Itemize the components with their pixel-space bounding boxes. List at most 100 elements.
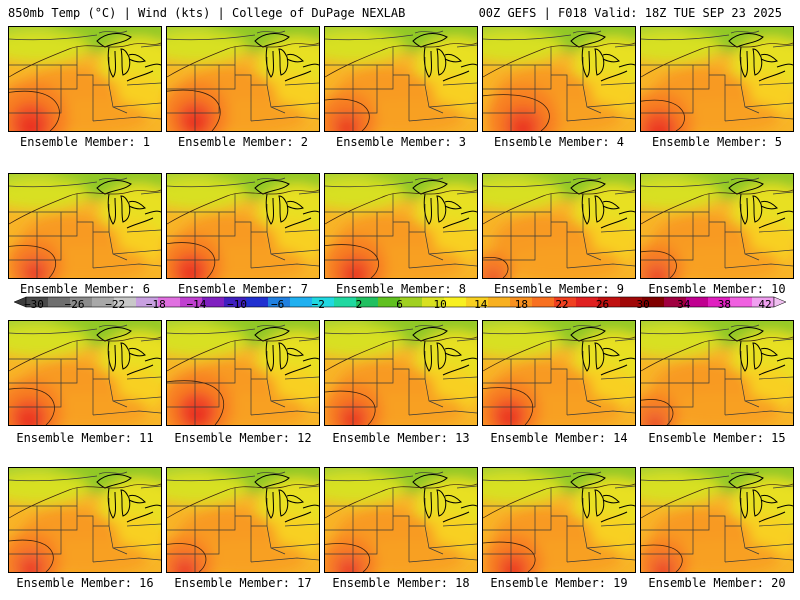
colorbar-tick-label: 10 [433, 298, 447, 311]
colorbar-swatch [532, 297, 555, 307]
colorbar-swatch [356, 297, 379, 307]
ensemble-member-caption: Ensemble Member: 16 [16, 576, 154, 590]
colorbar-swatch [92, 297, 115, 307]
colorbar-swatch [576, 297, 599, 307]
ensemble-member-caption: Ensemble Member: 2 [177, 135, 309, 149]
temperature-map [9, 27, 161, 131]
ensemble-member-caption: Ensemble Member: 5 [651, 135, 783, 149]
temperature-map [167, 468, 319, 572]
colorbar-tick-label: 42 [758, 298, 772, 311]
colorbar-swatch [444, 297, 467, 307]
ensemble-map-panel [8, 173, 162, 279]
temperature-map [325, 27, 477, 131]
temperature-map [9, 174, 161, 278]
header-title: 850mb Temp (°C) | Wind (kts) | College o… [8, 6, 406, 20]
temperature-map [167, 321, 319, 425]
colorbar-tick-label: −2 [311, 298, 325, 311]
temperature-map [483, 321, 635, 425]
ensemble-map-panel [8, 26, 162, 132]
colorbar-swatch [224, 297, 247, 307]
colorbar-tick-label: 38 [717, 298, 731, 311]
ensemble-map-panel [482, 467, 636, 573]
colorbar-swatch [620, 297, 643, 307]
ensemble-map-panel [324, 467, 478, 573]
ensemble-member-caption: Ensemble Member: 19 [490, 576, 628, 590]
colorbar-right-arrow [773, 296, 786, 308]
colorbar-swatch [598, 297, 621, 307]
ensemble-map-panel [482, 26, 636, 132]
ensemble-member-caption: Ensemble Member: 7 [177, 282, 309, 296]
colorbar-tick-label: −18 [145, 298, 166, 311]
ensemble-member-caption: Ensemble Member: 6 [19, 282, 151, 296]
ensemble-map-panel [166, 26, 320, 132]
colorbar-swatch [488, 297, 511, 307]
colorbar-swatch [158, 297, 181, 307]
ensemble-member-caption: Ensemble Member: 10 [648, 282, 786, 296]
colorbar-tick-label: −6 [271, 298, 285, 311]
colorbar-swatch [752, 297, 775, 307]
ensemble-member-caption: Ensemble Member: 18 [332, 576, 470, 590]
ensemble-map-panel [640, 173, 794, 279]
ensemble-map-panel [640, 467, 794, 573]
temperature-map [483, 174, 635, 278]
colorbar-swatch [466, 297, 489, 307]
colorbar-tick-label: −22 [105, 298, 126, 311]
temperature-map [641, 27, 793, 131]
colorbar-tick-label: −30 [24, 298, 44, 311]
temperature-map [483, 468, 635, 572]
ensemble-member-caption: Ensemble Member: 15 [648, 431, 786, 445]
temperature-map [9, 321, 161, 425]
ensemble-map-panel [324, 320, 478, 426]
ensemble-map-panel [324, 173, 478, 279]
ensemble-member-caption: Ensemble Member: 11 [16, 431, 154, 445]
colorbar-swatch [70, 297, 93, 307]
colorbar-swatch [48, 297, 71, 307]
colorbar-swatch [312, 297, 335, 307]
ensemble-map-panel [482, 320, 636, 426]
ensemble-map-panel [166, 173, 320, 279]
colorbar-tick-label: 2 [355, 298, 363, 311]
colorbar-tick-label: 6 [396, 298, 403, 311]
ensemble-map-panel [324, 26, 478, 132]
colorbar-tick-label: 30 [636, 298, 650, 311]
ensemble-member-caption: Ensemble Member: 20 [648, 576, 786, 590]
colorbar-swatch [136, 297, 159, 307]
colorbar-swatch [378, 297, 401, 307]
colorbar-swatch [400, 297, 423, 307]
colorbar-swatch [268, 297, 291, 307]
ensemble-member-caption: Ensemble Member: 4 [493, 135, 625, 149]
colorbar-tick-label: −10 [227, 298, 247, 311]
colorbar-swatch [26, 297, 49, 307]
temperature-map [325, 321, 477, 425]
ensemble-map-panel [8, 320, 162, 426]
ensemble-member-caption: Ensemble Member: 13 [332, 431, 470, 445]
colorbar-tick-label: −26 [64, 298, 85, 311]
colorbar-swatch [290, 297, 313, 307]
ensemble-map-panel [640, 320, 794, 426]
ensemble-map-panel [8, 467, 162, 573]
ensemble-map-panel [166, 467, 320, 573]
temperature-map [167, 27, 319, 131]
header-run-info: 00Z GEFS | F018 Valid: 18Z TUE SEP 23 20… [478, 6, 782, 20]
colorbar-swatch [708, 297, 731, 307]
colorbar-swatch [510, 297, 533, 307]
colorbar-swatch [180, 297, 203, 307]
ensemble-member-caption: Ensemble Member: 1 [19, 135, 151, 149]
colorbar-swatch [114, 297, 137, 307]
temperature-map [483, 27, 635, 131]
temperature-map [167, 174, 319, 278]
colorbar-swatch [246, 297, 269, 307]
ensemble-member-caption: Ensemble Member: 14 [490, 431, 628, 445]
colorbar-swatch [642, 297, 665, 307]
colorbar-swatch [686, 297, 709, 307]
colorbar-tick-label: 34 [677, 298, 691, 311]
ensemble-map-panel [166, 320, 320, 426]
temperature-map [9, 468, 161, 572]
colorbar-swatch [202, 297, 225, 307]
colorbar-swatch [554, 297, 577, 307]
ensemble-member-caption: Ensemble Member: 3 [335, 135, 467, 149]
colorbar-tick-label: 14 [474, 298, 488, 311]
ensemble-member-caption: Ensemble Member: 12 [174, 431, 312, 445]
ensemble-map-panel [640, 26, 794, 132]
colorbar-tick-label: −14 [186, 298, 207, 311]
